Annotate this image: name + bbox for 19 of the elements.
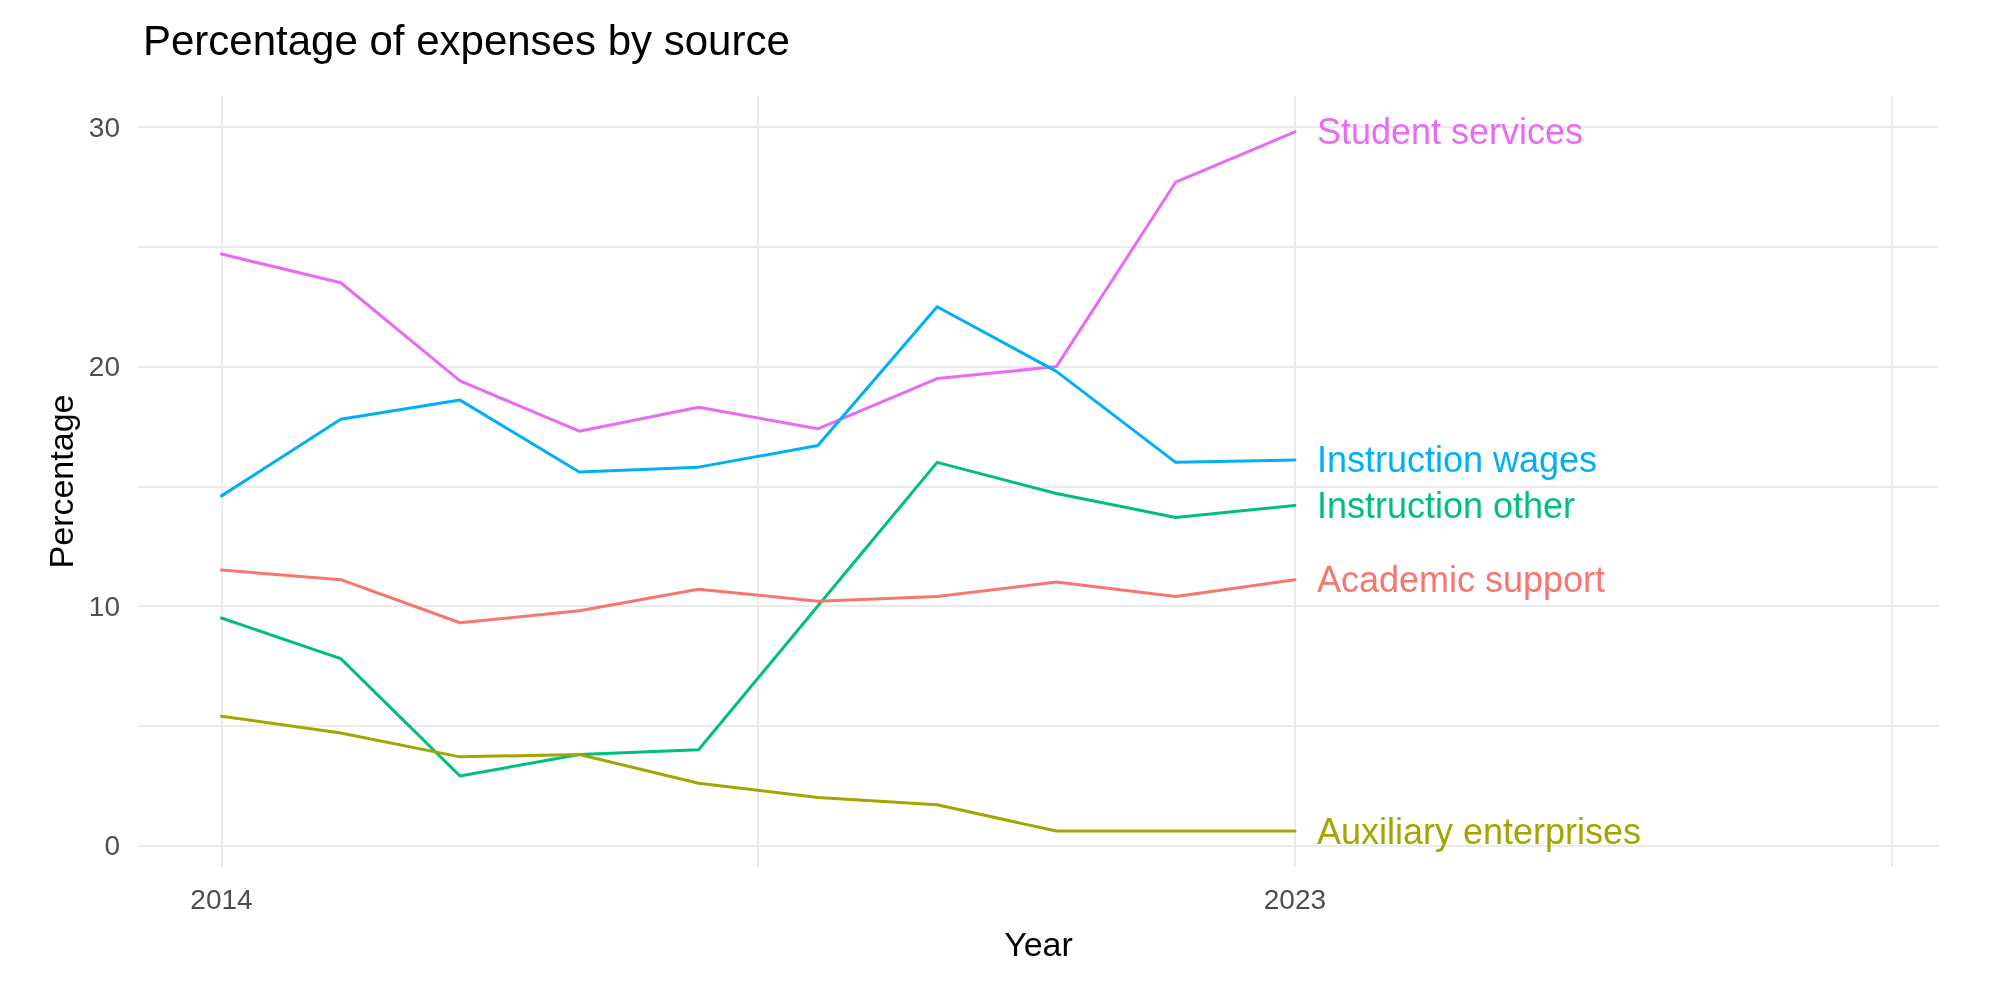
- y-tick-label: 20: [88, 351, 120, 383]
- line-series: [219, 568, 1297, 625]
- series-label: Auxiliary enterprises: [1316, 810, 1642, 852]
- line-series: [219, 714, 1297, 833]
- series-label: Academic support: [1316, 559, 1606, 601]
- line-series: [219, 305, 1297, 498]
- x-axis-title: Year: [1004, 925, 1073, 963]
- series-label: Instruction wages: [1316, 439, 1598, 481]
- line-series: [219, 130, 1297, 433]
- y-tick-label: 30: [88, 111, 120, 143]
- y-axis-title: Percentage: [41, 394, 80, 569]
- chart-title: Percentage of expenses by source: [143, 16, 790, 64]
- line-series: [219, 460, 1297, 778]
- y-tick-label: 10: [88, 590, 120, 622]
- series-label: Instruction other: [1316, 484, 1576, 526]
- y-tick-label: 0: [104, 829, 120, 861]
- x-tick-label: 2023: [1263, 883, 1327, 915]
- x-tick-label: 2014: [190, 883, 253, 915]
- series-label: Student services: [1316, 111, 1584, 153]
